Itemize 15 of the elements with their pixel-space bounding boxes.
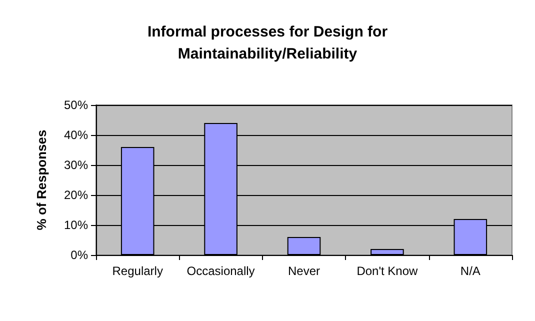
y-tick-label: 30% [64, 158, 88, 172]
chart-title: Informal processes for Design for Maintainability/Reliability [147, 24, 388, 62]
x-tick-label: Occasionally [186, 264, 255, 278]
bar [370, 249, 404, 255]
bar [287, 237, 321, 255]
x-tick-label: Never [288, 264, 320, 278]
y-tick-label: 20% [64, 188, 88, 202]
y-axis-title: % of Responses [34, 130, 49, 230]
y-tick-label: 40% [64, 128, 88, 142]
y-tick-label: 0% [70, 248, 88, 262]
y-tick-label: 10% [64, 218, 88, 232]
x-tick-label: N/A [460, 264, 480, 278]
x-tick-label: Regularly [112, 264, 163, 278]
x-tick-label: Don't Know [356, 264, 418, 278]
y-tick-label: 50% [64, 98, 88, 112]
